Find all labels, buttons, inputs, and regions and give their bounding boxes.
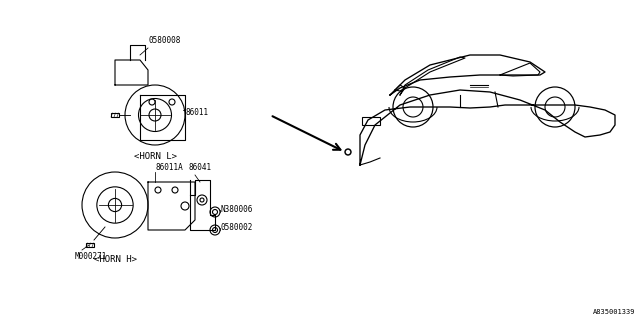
Circle shape — [346, 150, 349, 154]
Text: N380006: N380006 — [220, 205, 252, 214]
Text: 0580002: 0580002 — [220, 223, 252, 233]
Text: A835001339: A835001339 — [593, 309, 635, 315]
Text: 0580008: 0580008 — [148, 36, 180, 45]
Text: 86011: 86011 — [185, 108, 208, 116]
FancyBboxPatch shape — [362, 117, 380, 125]
FancyBboxPatch shape — [111, 113, 119, 117]
Text: 86011A: 86011A — [155, 163, 183, 172]
Circle shape — [345, 149, 351, 155]
Text: 86041: 86041 — [188, 163, 211, 172]
Text: M000271: M000271 — [75, 252, 108, 261]
FancyBboxPatch shape — [86, 243, 94, 247]
Text: <HORN H>: <HORN H> — [93, 255, 136, 264]
Text: <HORN L>: <HORN L> — [134, 152, 177, 161]
